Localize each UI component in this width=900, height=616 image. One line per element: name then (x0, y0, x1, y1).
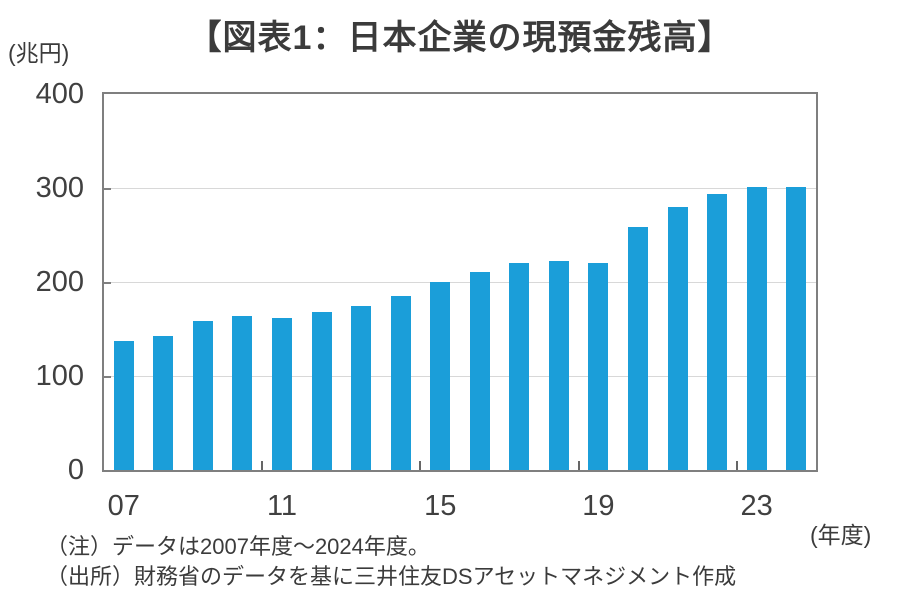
note-text: （注）データは2007年度～2024年度。 (46, 534, 430, 559)
x-axis-unit-label: (年度) (810, 522, 872, 548)
bar-fy16 (469, 271, 490, 470)
y-axis-label-0: 0 (67, 454, 84, 486)
bar-fy22 (707, 193, 728, 470)
bar-fy20 (628, 226, 648, 470)
x-axis-label-11: 11 (266, 490, 298, 522)
bar-fy12 (311, 312, 332, 470)
y-axis-label-300: 300 (35, 172, 84, 204)
y-tick-300 (104, 188, 111, 190)
bar-fy13 (351, 306, 372, 470)
x-tick-boundary-8 (419, 461, 422, 470)
y-tick-100 (104, 376, 111, 378)
x-tick-boundary-16 (735, 461, 738, 470)
x-tick-boundary-12 (577, 461, 580, 470)
x-axis-label-19: 19 (582, 490, 615, 522)
source-text: （出所）財務省のデータを基に三井住友DSアセットマネジメント作成 (46, 564, 737, 589)
bar-fy08 (153, 335, 174, 470)
y-axis-label-100: 100 (35, 360, 84, 392)
bar-fy09 (192, 321, 213, 470)
chart-title: 【図表1：日本企業の現預金残高】 (187, 19, 733, 57)
bar-fy11 (272, 317, 292, 470)
x-axis-label-23: 23 (740, 490, 773, 522)
x-axis-label-15: 15 (424, 490, 457, 522)
bar-fy21 (667, 206, 688, 470)
gridline-300 (104, 188, 816, 189)
y-axis-unit-label: (兆円) (8, 40, 70, 66)
y-axis-label-400: 400 (35, 78, 84, 110)
bar-fy23 (746, 187, 767, 470)
y-tick-200 (104, 282, 111, 284)
plot-area (102, 92, 818, 472)
bar-fy07 (113, 341, 134, 470)
bar-fy10 (232, 315, 253, 470)
bar-fy19 (588, 263, 609, 470)
bar-fy14 (390, 296, 411, 470)
gridline-200 (104, 282, 816, 283)
bar-fy24 (786, 187, 807, 470)
x-axis-label-07: 07 (107, 490, 140, 522)
bar-fy15 (430, 282, 451, 470)
bar-fy17 (509, 263, 530, 470)
bar-fy18 (548, 261, 569, 470)
gridline-100 (104, 376, 816, 377)
x-tick-boundary-4 (261, 461, 264, 470)
y-axis-label-200: 200 (35, 266, 84, 298)
